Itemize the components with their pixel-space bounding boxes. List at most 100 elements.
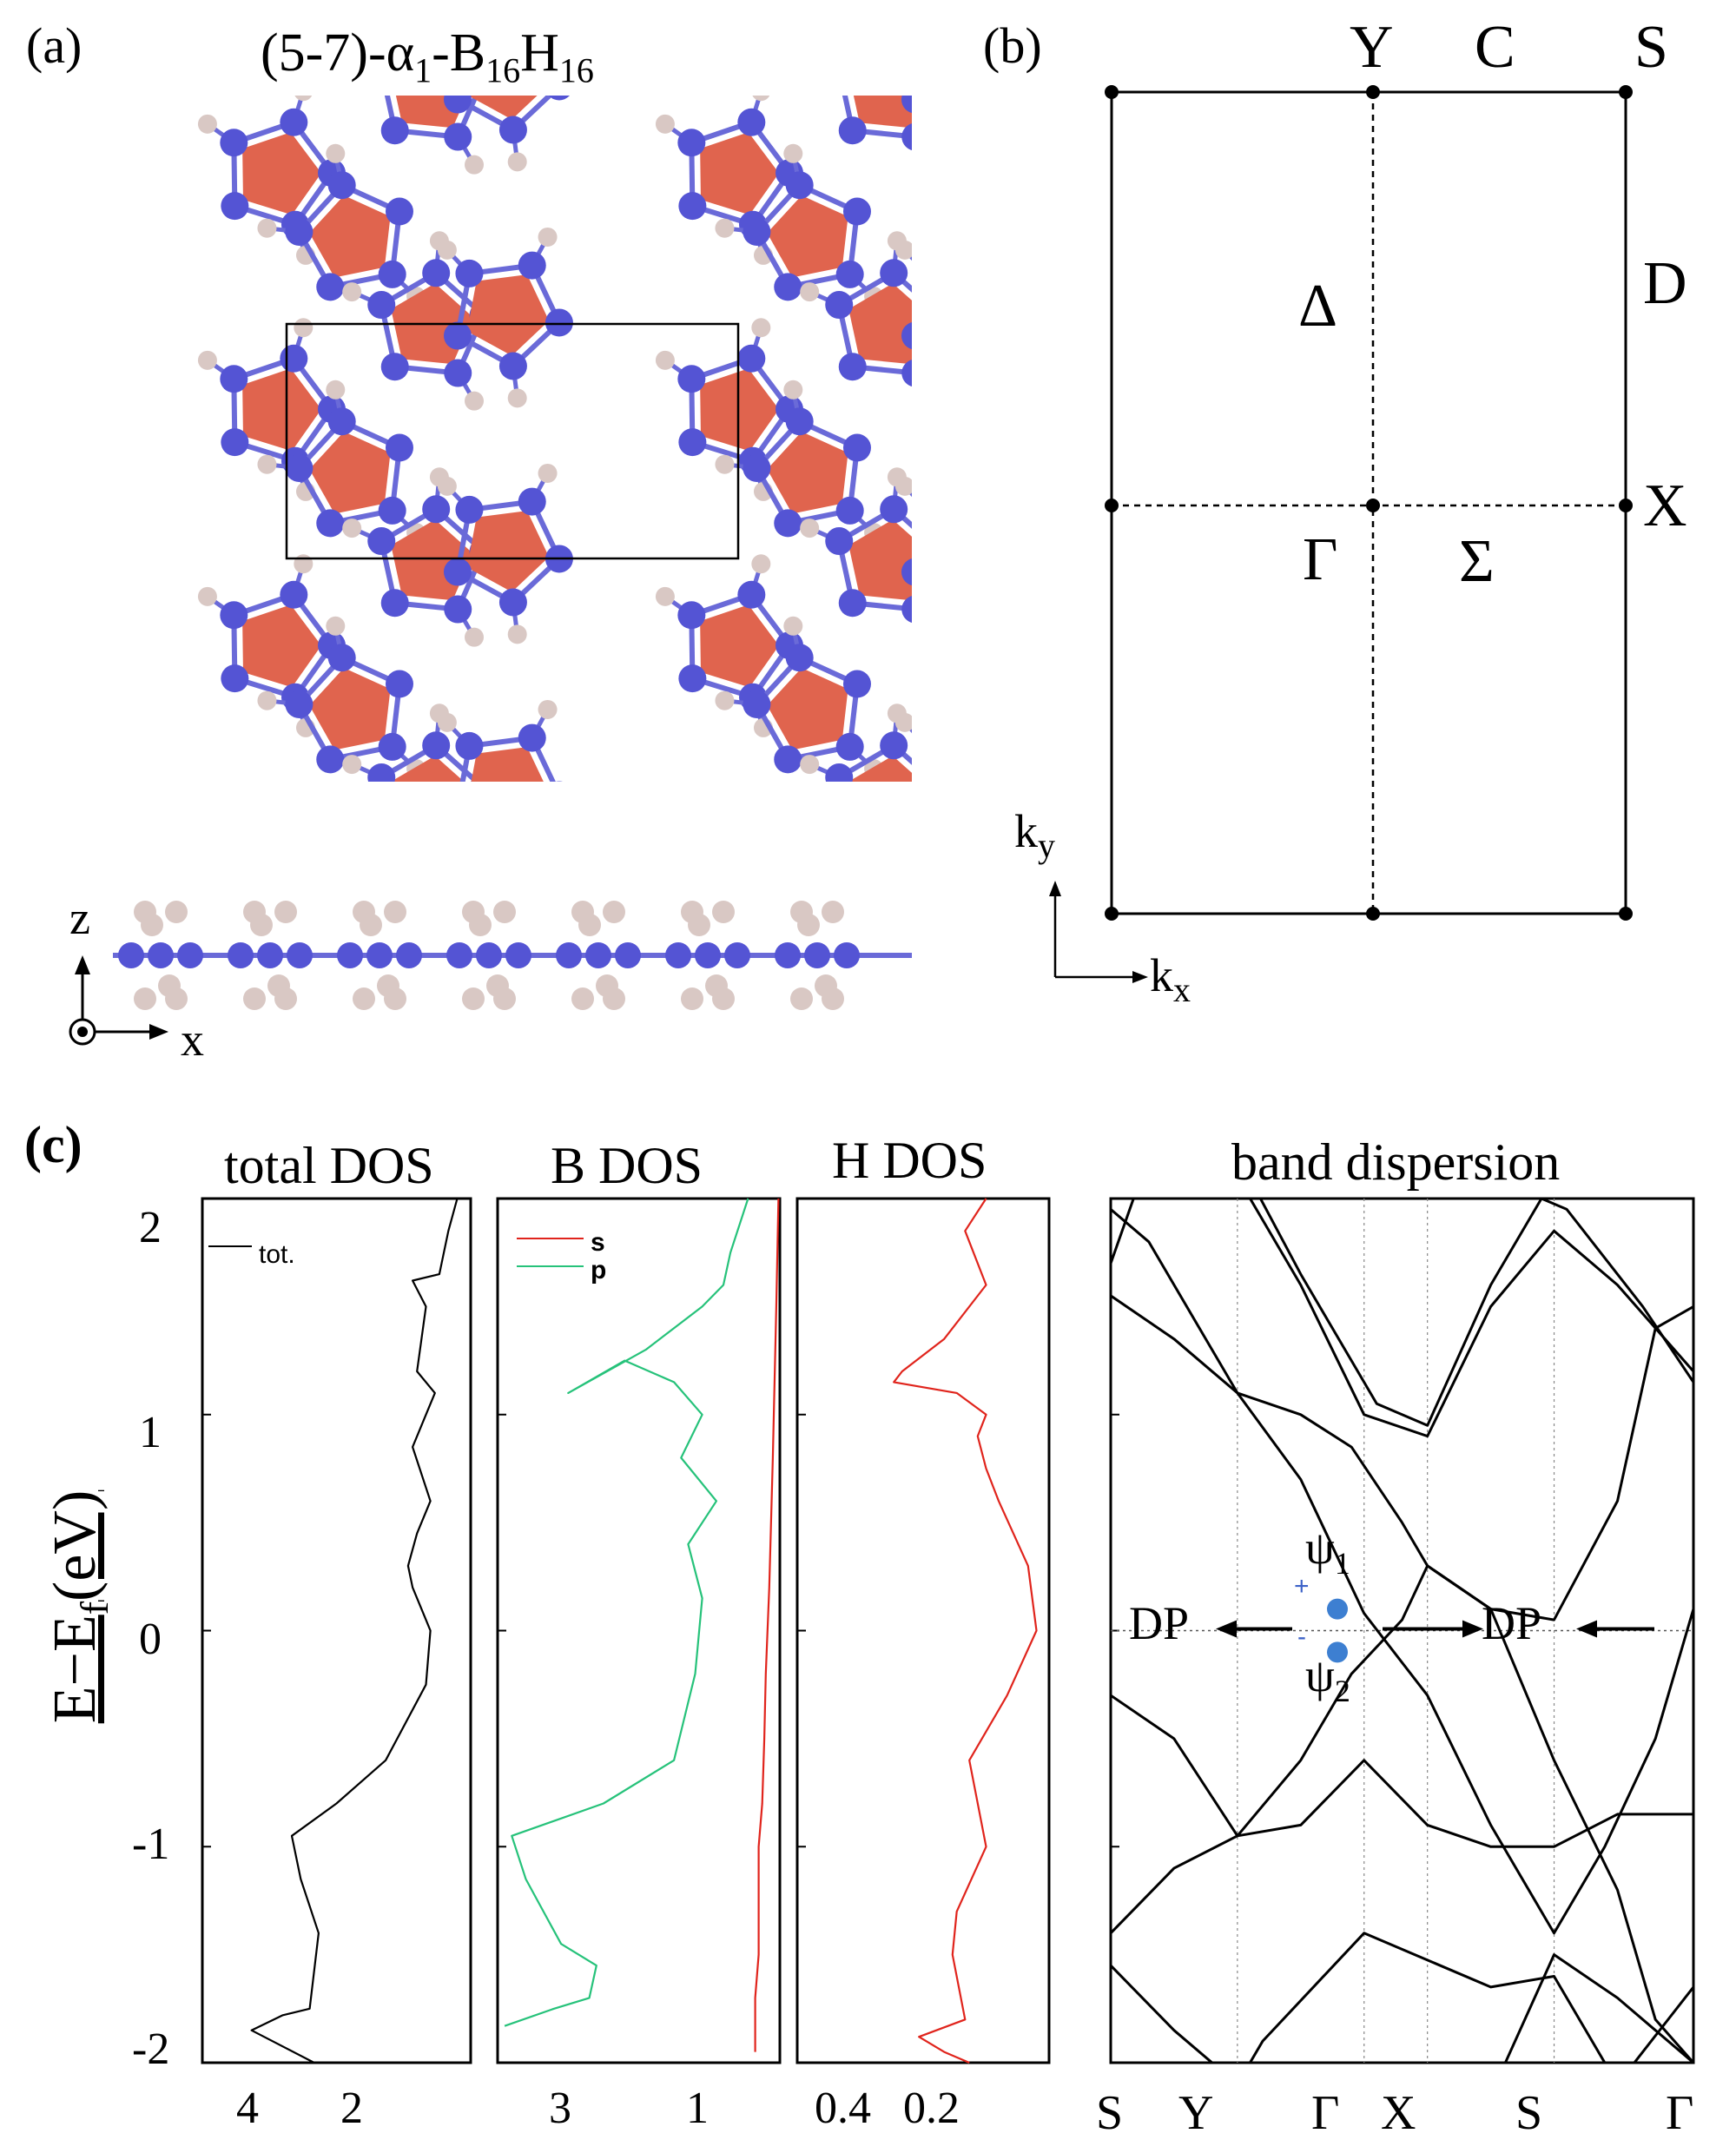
boron-atom <box>825 763 854 782</box>
pentagon-face <box>767 431 848 514</box>
band-xtick-S1: S <box>1096 2086 1124 2140</box>
axis-x-label: x <box>181 1014 204 1066</box>
hydrogen-atom <box>294 96 313 102</box>
hydrogen-atom <box>437 712 457 732</box>
hydrogen-atom <box>681 987 703 1010</box>
hydrogen-atom <box>360 914 382 936</box>
boron-atom <box>422 495 451 524</box>
b-h-bond <box>915 846 932 874</box>
hydrogen-atom <box>342 755 362 775</box>
hydrogen-atom <box>783 616 803 636</box>
pentagon-face <box>767 195 848 278</box>
hydrogen-atom <box>705 974 728 997</box>
boron-atom <box>455 731 484 760</box>
band-line-extra-3 <box>1258 1199 1693 1427</box>
hydrogen-atom <box>800 755 820 775</box>
axis-y-dot <box>77 1027 88 1037</box>
boron-atom <box>378 732 406 761</box>
boron-atom <box>118 942 144 968</box>
boron-atom <box>327 644 356 672</box>
boron-atom <box>724 942 750 968</box>
boron-atom <box>835 496 864 525</box>
pentagon-face <box>309 667 391 750</box>
boron-atom <box>677 601 706 630</box>
total-xtick-4: 4 <box>236 2084 259 2133</box>
boron-atom <box>476 942 502 968</box>
hydrogen-atom <box>507 388 527 408</box>
ytick-minus2: -2 <box>132 2024 170 2074</box>
boron-atom <box>737 580 766 609</box>
boron-atom <box>455 259 484 287</box>
boron-atom <box>913 732 941 760</box>
dos-h-title: H DOS <box>832 1132 987 1189</box>
boron-atom <box>280 108 308 136</box>
hydrogen-atom <box>437 240 457 260</box>
bz-point-C: C <box>1475 14 1515 81</box>
hydrogen-atom <box>715 218 735 238</box>
hydrogen-atom <box>655 350 675 370</box>
hydrogen-atom <box>197 586 217 606</box>
boron-atom <box>913 496 941 524</box>
hydrogen-atom <box>800 46 819 65</box>
b-b-bond <box>381 36 436 69</box>
band-xtick-Y: Y <box>1178 2086 1214 2140</box>
band-xtick-Gamma1: Γ <box>1311 2086 1340 2140</box>
pentagon-face <box>309 431 391 514</box>
boron-atom <box>455 23 483 51</box>
b-h-bond <box>905 14 927 37</box>
boron-atom <box>785 171 814 200</box>
boron-atom <box>443 96 472 114</box>
b-b-bond <box>513 795 559 838</box>
hydrogen-atom <box>326 143 346 163</box>
boron-atom <box>498 116 527 144</box>
b-b-bond <box>915 79 941 137</box>
hydrogen-atom <box>507 624 527 644</box>
dp-arrow-left-head <box>1216 1620 1237 1638</box>
hydrogen-atom <box>465 864 484 883</box>
boron-atom <box>677 365 706 393</box>
boron-atom <box>422 731 451 760</box>
hydrogen-atom <box>894 476 912 496</box>
boron-atom <box>839 825 867 853</box>
b-b-bond <box>455 96 461 101</box>
hydrogen-atom <box>438 4 457 23</box>
boron-atom <box>880 495 908 524</box>
b-b-bond <box>458 809 513 839</box>
boron-atom <box>499 824 527 852</box>
hydrogen-atom <box>342 518 362 538</box>
boron-atom <box>505 942 531 968</box>
pentagon-face <box>242 132 321 215</box>
band-lines <box>1111 1199 1693 2063</box>
boron-atom <box>927 538 955 565</box>
dp-label-right: DP <box>1482 1597 1542 1649</box>
boron-atom <box>316 745 345 774</box>
bz-line-Sigma: Σ <box>1459 528 1495 595</box>
boron-atom <box>518 16 546 43</box>
boron-atom <box>737 344 766 373</box>
bz-point-X: X <box>1643 472 1687 539</box>
hydrogen-atom <box>384 901 406 923</box>
boron-atom <box>838 353 867 381</box>
boron-atom <box>927 774 955 802</box>
hydrogen-atom <box>508 861 527 880</box>
legend-tot: tot. <box>259 1240 295 1269</box>
pentagon-face <box>848 519 912 601</box>
hydrogen-atom <box>326 380 346 400</box>
b-h-bond <box>809 56 839 69</box>
panel-c: (c) total DOS B DOS H DOS band dispersio… <box>0 1077 1736 2137</box>
boron-atom <box>385 197 413 226</box>
panel-b-label: (b) <box>983 17 1042 74</box>
boron-atom <box>367 55 395 83</box>
psi2-state-dot <box>1327 1641 1348 1663</box>
boron-atom <box>327 171 356 200</box>
boron-atom <box>380 353 409 381</box>
boron-atom <box>913 23 941 51</box>
hydrogen-atom <box>800 518 820 538</box>
pentagon-face <box>242 368 321 452</box>
ytick-0: 0 <box>139 1615 162 1664</box>
hydrogen-atom <box>165 901 188 923</box>
boron-atom <box>367 291 396 320</box>
boron-atom <box>220 365 248 393</box>
total-dos-curve <box>250 1198 459 2064</box>
pentagon-face <box>767 667 848 750</box>
